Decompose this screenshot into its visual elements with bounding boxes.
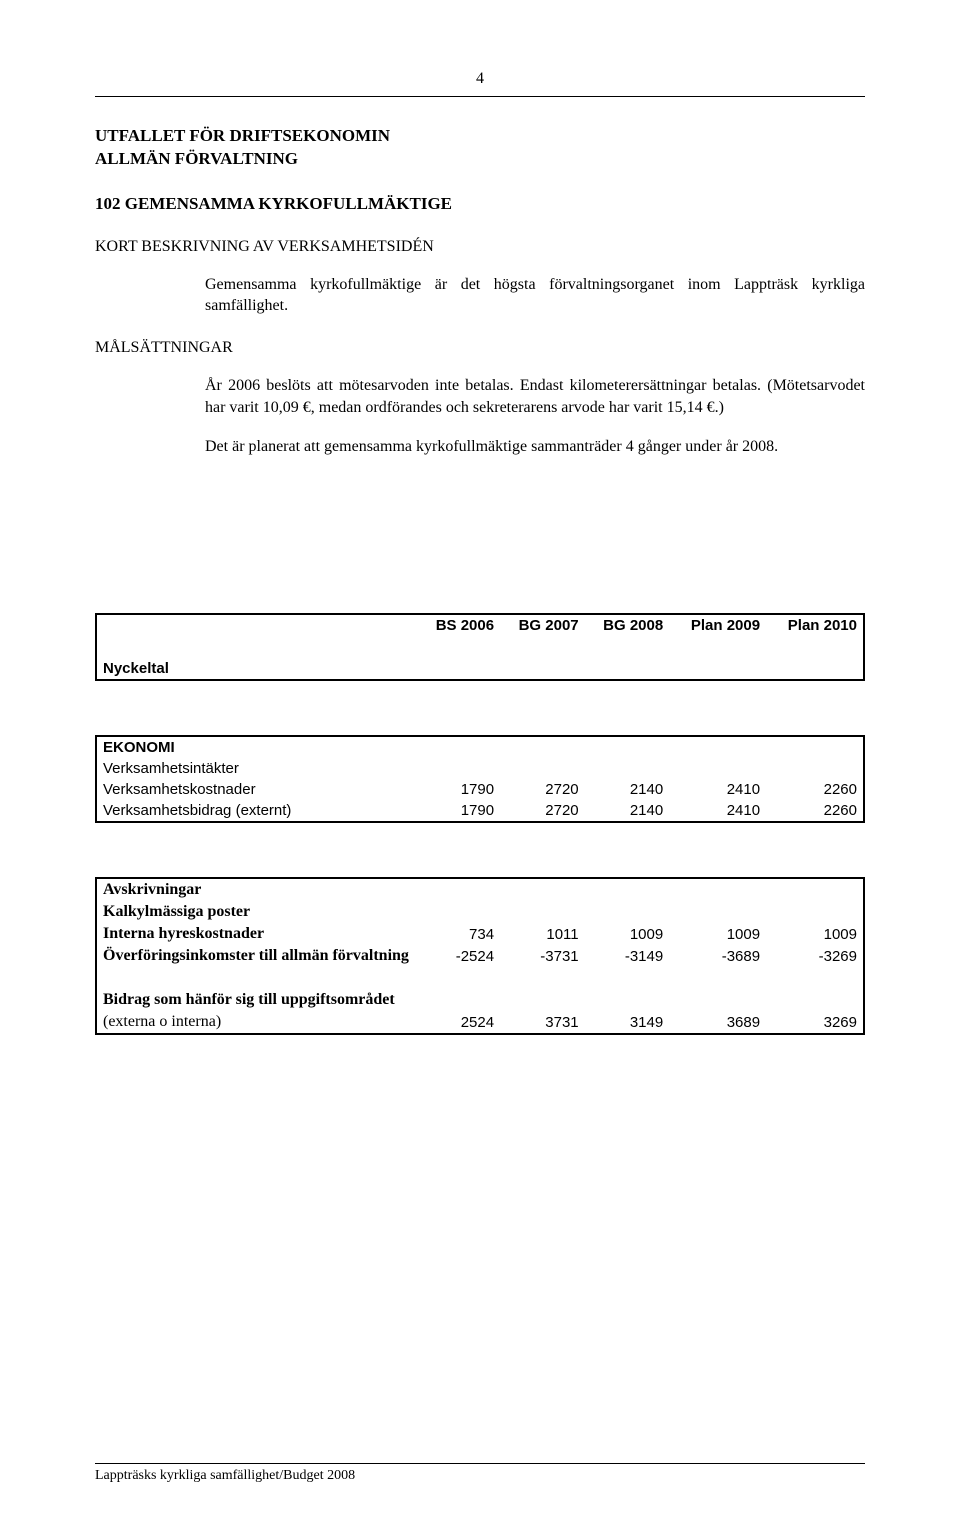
mals-paragraph-2: Det är planerat att gemensamma kyrkofull… <box>205 436 865 458</box>
cell: 1790 <box>416 779 501 800</box>
cell: -3269 <box>766 945 864 967</box>
table-row: Kalkylmässiga poster <box>96 901 864 923</box>
cell: 2524 <box>416 1011 501 1034</box>
mals-paragraph-1: År 2006 beslöts att mötesarvoden inte be… <box>205 375 865 418</box>
title-line-2: ALLMÄN FÖRVALTNING <box>95 148 865 171</box>
footer-text: Lappträsks kyrkliga samfällighet/Budget … <box>95 1468 865 1484</box>
th-bg2008: BG 2008 <box>585 614 670 636</box>
budget-table: BS 2006 BG 2007 BG 2008 Plan 2009 Plan 2… <box>95 613 865 1035</box>
table-row: Överföringsinkomster till allmän förvalt… <box>96 945 864 967</box>
page-number: 4 <box>95 70 865 88</box>
table-row: Verksamhetsbidrag (externt) 1790 2720 21… <box>96 800 864 822</box>
cell-label: Verksamhetskostnader <box>96 779 416 800</box>
kalkyl-label: Kalkylmässiga poster <box>96 901 416 923</box>
section-mals: MÅLSÄTTNINGAR <box>95 339 865 357</box>
cell: 1790 <box>416 800 501 822</box>
cell: -3149 <box>585 945 670 967</box>
nyckeltal-label: Nyckeltal <box>96 658 416 680</box>
kort-paragraph: Gemensamma kyrkofullmäktige är det högst… <box>205 274 865 317</box>
th-plan2009: Plan 2009 <box>669 614 766 636</box>
cell: 1011 <box>500 923 585 945</box>
top-rule <box>95 96 865 97</box>
table-row: Interna hyreskostnader 734 1011 1009 100… <box>96 923 864 945</box>
page: 4 UTFALLET FÖR DRIFTSEKONOMIN ALLMÄN FÖR… <box>0 0 960 1524</box>
cell-label: Verksamhetsbidrag (externt) <box>96 800 416 822</box>
subtitle: 102 GEMENSAMMA KYRKOFULLMÄKTIGE <box>95 193 865 216</box>
mals-block: År 2006 beslöts att mötesarvoden inte be… <box>205 375 865 458</box>
footer: Lappträsks kyrkliga samfällighet/Budget … <box>95 1463 865 1484</box>
cell: 2410 <box>669 800 766 822</box>
cell-label: Interna hyreskostnader <box>96 923 416 945</box>
title-line-1: UTFALLET FÖR DRIFTSEKONOMIN <box>95 125 865 148</box>
cell: 1009 <box>766 923 864 945</box>
cell <box>500 758 585 779</box>
table-row <box>96 680 864 736</box>
cell: 3149 <box>585 1011 670 1034</box>
th-bs2006: BS 2006 <box>416 614 501 636</box>
footer-rule <box>95 1463 865 1464</box>
cell: 2720 <box>500 800 585 822</box>
cell <box>416 758 501 779</box>
table-header-row: BS 2006 BG 2007 BG 2008 Plan 2009 Plan 2… <box>96 614 864 636</box>
table-row: Bidrag som hänför sig till uppgiftsområd… <box>96 989 864 1011</box>
table-row: EKONOMI <box>96 736 864 758</box>
table-row: Nyckeltal <box>96 658 864 680</box>
section-kort: KORT BESKRIVNING AV VERKSAMHETSIDÉN <box>95 238 865 256</box>
cell: 2410 <box>669 779 766 800</box>
cell <box>766 758 864 779</box>
th-bg2007: BG 2007 <box>500 614 585 636</box>
cell: 3689 <box>669 1011 766 1034</box>
cell: 2140 <box>585 800 670 822</box>
table-row <box>96 636 864 658</box>
cell: 2260 <box>766 779 864 800</box>
cell: 3731 <box>500 1011 585 1034</box>
table-row: (externa o interna) 2524 3731 3149 3689 … <box>96 1011 864 1034</box>
cell <box>585 758 670 779</box>
table-row: Verksamhetskostnader 1790 2720 2140 2410… <box>96 779 864 800</box>
ekonomi-label: EKONOMI <box>96 736 416 758</box>
cell: 2720 <box>500 779 585 800</box>
table-row <box>96 967 864 989</box>
table-row <box>96 822 864 878</box>
cell: 2140 <box>585 779 670 800</box>
cell: -3731 <box>500 945 585 967</box>
cell: 3269 <box>766 1011 864 1034</box>
cell: 1009 <box>585 923 670 945</box>
cell: 734 <box>416 923 501 945</box>
cell: -2524 <box>416 945 501 967</box>
cell <box>669 758 766 779</box>
cell-label: Verksamhetsintäkter <box>96 758 416 779</box>
cell-label: (externa o interna) <box>96 1011 416 1034</box>
th-plan2010: Plan 2010 <box>766 614 864 636</box>
cell-label: Överföringsinkomster till allmän förvalt… <box>96 945 416 967</box>
budget-table-wrap: BS 2006 BG 2007 BG 2008 Plan 2009 Plan 2… <box>95 613 865 1035</box>
table-row: Avskrivningar <box>96 878 864 901</box>
table-row: Verksamhetsintäkter <box>96 758 864 779</box>
bidrag-label: Bidrag som hänför sig till uppgiftsområd… <box>96 989 416 1011</box>
cell: 2260 <box>766 800 864 822</box>
cell: -3689 <box>669 945 766 967</box>
cell: 1009 <box>669 923 766 945</box>
avskriv-label: Avskrivningar <box>96 878 416 901</box>
kort-block: Gemensamma kyrkofullmäktige är det högst… <box>205 274 865 317</box>
